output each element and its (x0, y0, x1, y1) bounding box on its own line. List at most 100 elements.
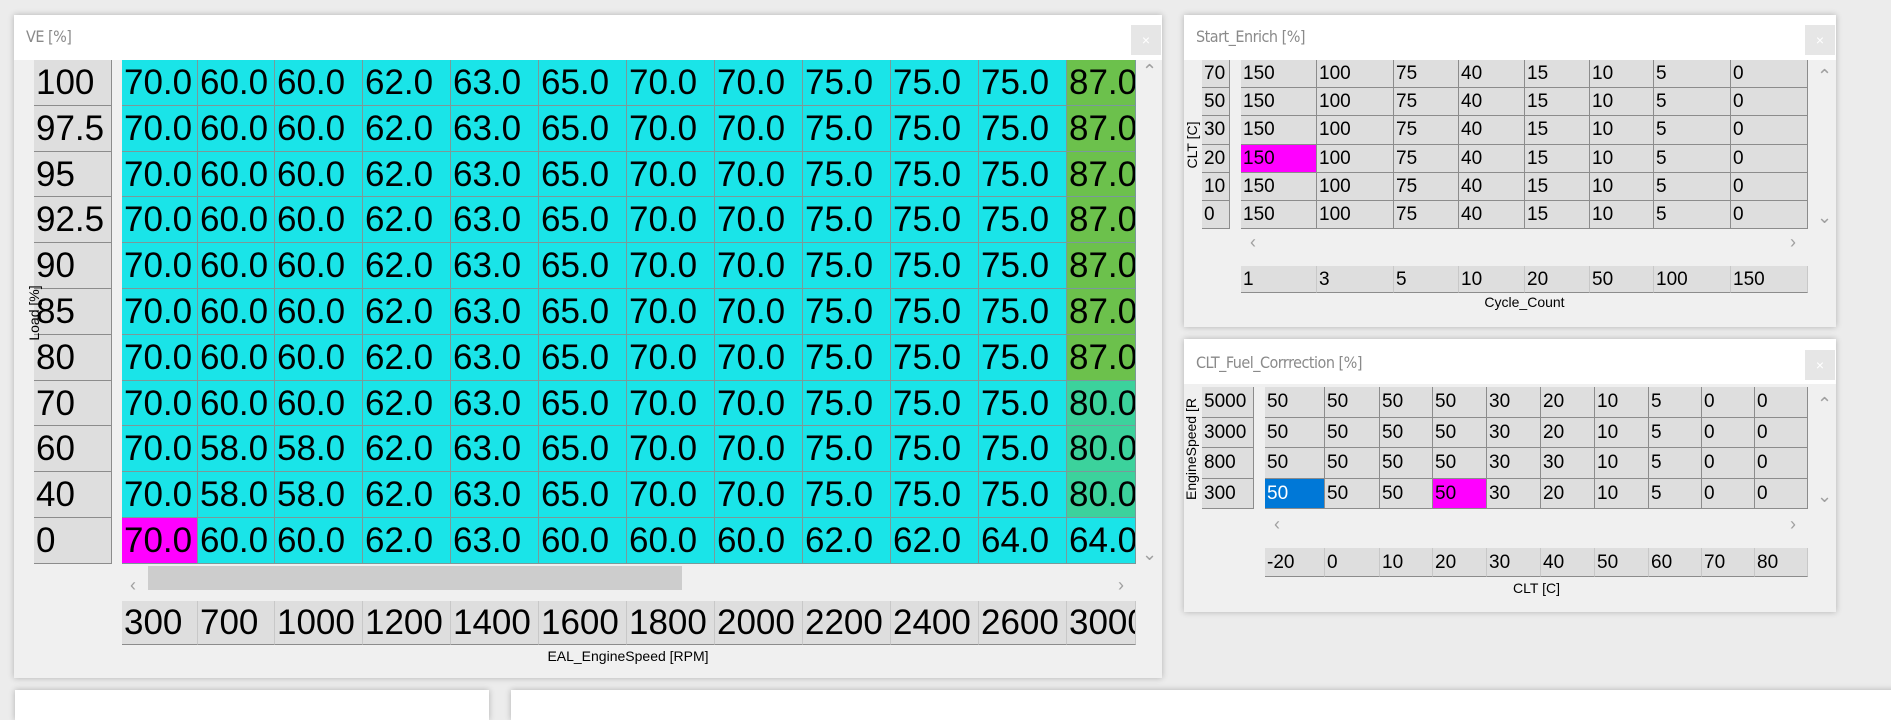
table-cell[interactable]: 40 (1459, 88, 1525, 117)
table-cell[interactable]: 60.0 (198, 60, 275, 106)
table-cell[interactable]: 60.0 (198, 151, 275, 198)
table-cell[interactable]: 0 (1702, 448, 1755, 479)
x-axis-cell[interactable]: 150 (1731, 266, 1808, 293)
table-cell[interactable]: 60.0 (275, 60, 363, 106)
table-cell[interactable]: 65.0 (539, 105, 627, 152)
table-cell[interactable]: 70.0 (627, 426, 715, 473)
table-cell[interactable]: 5 (1654, 116, 1731, 145)
table-cell[interactable]: 0 (1731, 201, 1808, 230)
table-cell[interactable]: 75 (1394, 172, 1459, 201)
table-cell[interactable]: 50 (1325, 478, 1380, 509)
table-cell[interactable]: 58.0 (198, 472, 275, 518)
y-axis-cell[interactable]: 97.5 (34, 105, 112, 152)
table-cell[interactable]: 70.0 (122, 151, 198, 198)
table-cell[interactable]: 150 (1241, 116, 1317, 145)
table-cell[interactable]: 10 (1590, 172, 1654, 201)
table-cell[interactable]: 5 (1654, 88, 1731, 117)
table-cell[interactable]: 65.0 (539, 426, 627, 473)
table-cell[interactable]: 63.0 (451, 334, 539, 381)
table-cell[interactable]: 10 (1590, 60, 1654, 89)
table-cell[interactable]: 75.0 (891, 243, 979, 289)
clt-fuel-close-button[interactable]: × (1805, 350, 1835, 380)
x-axis-cell[interactable]: 70 (1702, 548, 1755, 577)
table-cell[interactable]: 10 (1590, 144, 1654, 173)
table-cell[interactable]: 10 (1590, 201, 1654, 230)
table-cell[interactable]: 5 (1649, 387, 1702, 418)
table-cell[interactable]: 64.0 (1067, 518, 1136, 564)
table-cell[interactable]: 63.0 (451, 380, 539, 427)
x-axis-cell[interactable]: 300 (122, 601, 198, 645)
table-cell[interactable]: 100 (1317, 144, 1394, 173)
x-axis-cell[interactable]: 700 (198, 601, 275, 645)
table-cell[interactable]: 20 (1541, 387, 1595, 418)
x-axis-cell[interactable]: 50 (1595, 548, 1649, 577)
table-cell[interactable]: 87.0 (1067, 60, 1136, 106)
table-cell[interactable]: 70.0 (715, 289, 803, 335)
x-axis-cell[interactable]: 1400 (451, 601, 539, 645)
table-cell[interactable]: 0 (1755, 417, 1808, 448)
x-axis-cell[interactable]: 1000 (275, 601, 363, 645)
table-cell[interactable]: 150 (1241, 201, 1317, 230)
table-cell[interactable]: 62.0 (363, 518, 451, 564)
table-cell[interactable]: 15 (1525, 60, 1590, 89)
table-cell[interactable]: 62.0 (363, 151, 451, 198)
table-cell[interactable]: 15 (1525, 144, 1590, 173)
table-cell[interactable]: 30 (1487, 417, 1541, 448)
table-cell[interactable]: 40 (1459, 144, 1525, 173)
table-cell[interactable]: 70.0 (627, 197, 715, 244)
table-cell[interactable]: 5 (1649, 417, 1702, 448)
x-axis-cell[interactable]: 80 (1755, 548, 1808, 577)
table-cell[interactable]: 75.0 (979, 380, 1067, 427)
ve-scroll-down-icon[interactable]: ⌄ (1142, 544, 1158, 564)
table-cell[interactable]: 60.0 (275, 243, 363, 289)
table-cell[interactable]: 5 (1654, 144, 1731, 173)
table-cell[interactable]: 0 (1702, 417, 1755, 448)
y-axis-cell[interactable]: 3000 (1202, 417, 1254, 448)
y-axis-cell[interactable]: 70 (34, 380, 112, 427)
table-cell[interactable]: 75.0 (891, 334, 979, 381)
table-cell[interactable]: 10 (1590, 88, 1654, 117)
ve-scroll-left-icon[interactable]: ‹ (130, 575, 136, 595)
table-cell[interactable]: 75.0 (979, 197, 1067, 244)
table-cell[interactable]: 65.0 (539, 243, 627, 289)
table-cell[interactable]: 75.0 (803, 380, 891, 427)
ve-hscroll-thumb[interactable] (148, 566, 682, 590)
table-cell[interactable]: 62.0 (363, 289, 451, 335)
table-cell[interactable]: 5 (1654, 172, 1731, 201)
table-cell[interactable]: 87.0 (1067, 289, 1136, 335)
x-axis-cell[interactable]: 100 (1654, 266, 1731, 293)
table-cell[interactable]: 0 (1731, 116, 1808, 145)
table-cell[interactable]: 60.0 (198, 518, 275, 564)
table-cell[interactable]: 70.0 (122, 197, 198, 244)
table-cell[interactable]: 75.0 (891, 380, 979, 427)
y-axis-cell[interactable]: 95 (34, 151, 112, 198)
table-cell[interactable]: 50 (1380, 417, 1433, 448)
x-axis-cell[interactable]: 3 (1317, 266, 1394, 293)
table-cell[interactable]: 60.0 (275, 289, 363, 335)
table-cell[interactable]: 50 (1325, 387, 1380, 418)
table-cell[interactable]: 63.0 (451, 243, 539, 289)
table-cell[interactable]: 0 (1755, 387, 1808, 418)
table-cell[interactable]: 70.0 (627, 334, 715, 381)
table-cell[interactable]: 62.0 (363, 105, 451, 152)
table-cell[interactable]: 75.0 (979, 334, 1067, 381)
table-cell[interactable]: 30 (1487, 387, 1541, 418)
table-cell[interactable]: 75.0 (803, 60, 891, 106)
y-axis-cell[interactable]: 800 (1202, 448, 1254, 479)
y-axis-cell[interactable]: 80 (34, 334, 112, 381)
table-cell[interactable]: 5 (1649, 478, 1702, 509)
table-cell[interactable]: 150 (1241, 144, 1317, 173)
table-cell[interactable]: 60.0 (539, 518, 627, 564)
table-cell[interactable]: 150 (1241, 172, 1317, 201)
table-cell[interactable]: 20 (1541, 478, 1595, 509)
table-cell[interactable]: 58.0 (275, 426, 363, 473)
table-cell[interactable]: 62.0 (363, 197, 451, 244)
table-cell[interactable]: 62.0 (363, 334, 451, 381)
y-axis-cell[interactable]: 0 (34, 518, 112, 564)
table-cell[interactable]: 70.0 (122, 105, 198, 152)
table-cell[interactable]: 50 (1433, 478, 1487, 509)
table-cell[interactable]: 0 (1731, 88, 1808, 117)
table-cell[interactable]: 70.0 (627, 151, 715, 198)
table-cell[interactable]: 15 (1525, 116, 1590, 145)
table-cell[interactable]: 75.0 (803, 426, 891, 473)
